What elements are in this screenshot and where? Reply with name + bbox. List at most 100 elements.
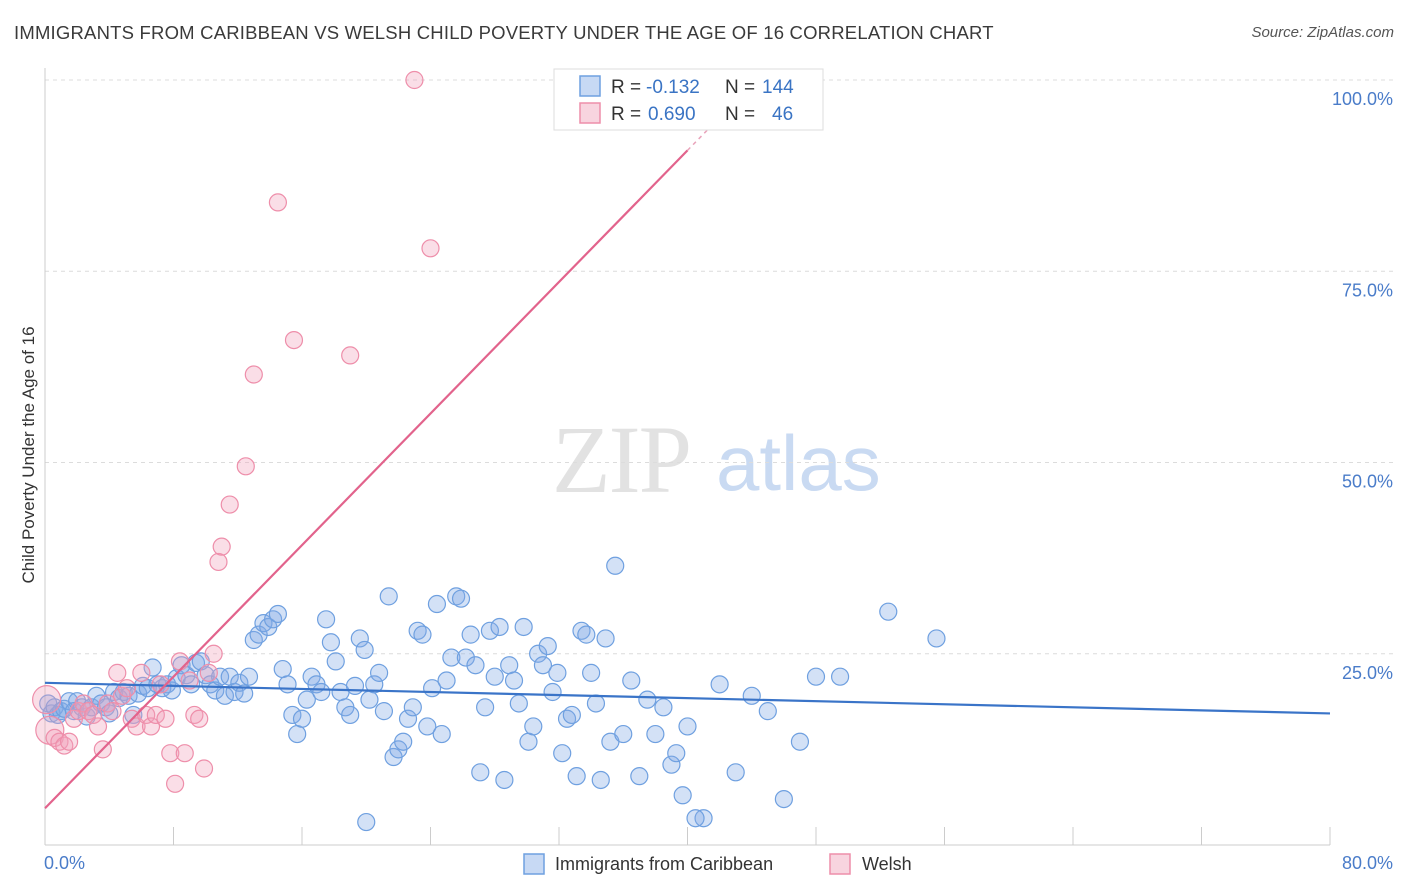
point-welsh — [212, 537, 231, 556]
point-welsh — [117, 679, 137, 698]
point-caribbean — [774, 789, 793, 809]
point-caribbean — [646, 724, 665, 744]
point-caribbean — [437, 671, 456, 690]
point-caribbean — [476, 698, 495, 717]
point-caribbean — [495, 770, 514, 790]
point-caribbean — [360, 690, 379, 709]
point-caribbean — [548, 663, 567, 682]
point-welsh — [194, 759, 214, 778]
point-caribbean — [297, 690, 316, 709]
chart-title: IMMIGRANTS FROM CARIBBEAN VS WELSH CHILD… — [14, 22, 994, 43]
point-caribbean — [357, 812, 376, 832]
point-caribbean — [591, 770, 610, 790]
point-caribbean — [758, 702, 777, 721]
point-welsh — [204, 644, 223, 663]
point-caribbean — [466, 656, 485, 675]
point-caribbean — [577, 625, 596, 644]
x-tick-label-max: 80.0% — [1342, 853, 1393, 873]
bottom-legend-label-pink: Welsh — [862, 854, 912, 874]
point-caribbean — [292, 709, 312, 728]
point-caribbean — [490, 617, 509, 637]
point-caribbean — [394, 732, 413, 751]
gridlines — [45, 79, 1395, 655]
point-welsh — [32, 685, 62, 715]
point-welsh — [199, 663, 218, 682]
point-caribbean — [596, 629, 615, 648]
point-caribbean — [143, 658, 162, 677]
point-welsh — [137, 705, 156, 725]
point-caribbean — [447, 587, 466, 606]
point-caribbean — [638, 690, 657, 709]
point-caribbean — [244, 630, 263, 650]
point-caribbean — [365, 675, 384, 694]
point-caribbean — [582, 663, 601, 682]
point-caribbean — [326, 652, 345, 671]
legend-r-label-2: R = — [611, 104, 641, 125]
legend-swatch-blue — [579, 75, 601, 97]
point-welsh — [141, 717, 161, 736]
point-welsh — [268, 193, 288, 212]
point-caribbean — [432, 724, 451, 744]
bottom-legend-label-blue: Immigrants from Caribbean — [555, 854, 773, 874]
point-welsh — [190, 709, 209, 728]
point-caribbean — [538, 636, 557, 656]
point-caribbean — [543, 682, 562, 702]
bottom-legend: Immigrants from Caribbean Welsh — [523, 853, 912, 875]
point-caribbean — [471, 763, 490, 782]
point-caribbean — [654, 698, 673, 717]
point-welsh — [341, 346, 360, 365]
point-caribbean — [662, 755, 681, 774]
point-caribbean — [726, 763, 745, 782]
y-tick-label-75: 75.0% — [1342, 280, 1393, 300]
point-caribbean — [553, 744, 572, 763]
point-welsh — [175, 744, 194, 763]
point-caribbean — [235, 684, 254, 703]
x-tick-label-min: 0.0% — [44, 853, 85, 873]
point-caribbean — [374, 702, 394, 721]
point-caribbean — [370, 663, 389, 682]
point-caribbean — [509, 694, 528, 713]
point-welsh — [84, 705, 103, 725]
point-welsh — [132, 663, 151, 682]
bottom-legend-swatch-blue — [523, 853, 545, 875]
point-caribbean — [686, 809, 705, 828]
point-caribbean — [418, 717, 437, 736]
trend-lines — [44, 116, 1331, 810]
point-caribbean — [288, 724, 307, 744]
legend-swatch-pink — [579, 102, 601, 124]
point-caribbean — [504, 671, 524, 690]
point-welsh — [244, 365, 263, 384]
legend-n-value-1: 144 — [762, 77, 794, 98]
point-caribbean — [622, 671, 641, 690]
point-caribbean — [345, 676, 365, 695]
point-caribbean — [710, 675, 729, 694]
bottom-legend-swatch-pink — [829, 853, 851, 875]
point-caribbean — [196, 666, 215, 685]
point-caribbean — [524, 717, 543, 736]
trend-line-caribbean — [44, 681, 1331, 715]
point-caribbean — [519, 732, 538, 751]
point-caribbean — [379, 587, 398, 606]
point-caribbean — [606, 556, 625, 575]
point-welsh — [236, 457, 255, 476]
point-caribbean — [830, 667, 850, 686]
point-caribbean — [442, 648, 461, 667]
point-caribbean — [427, 594, 447, 614]
point-caribbean — [562, 705, 581, 725]
point-caribbean — [451, 589, 471, 608]
legend-n-value-2: 46 — [772, 104, 793, 125]
point-welsh — [146, 705, 165, 725]
point-caribbean — [413, 625, 432, 644]
point-caribbean — [667, 744, 686, 763]
legend-n-label-2: N = — [725, 104, 755, 125]
point-welsh — [405, 70, 424, 90]
legend-box: R = -0.132 N = 144 R = 0.690 N = 46 — [553, 68, 824, 131]
point-caribbean — [350, 629, 369, 648]
point-caribbean — [268, 604, 288, 624]
point-welsh — [103, 702, 122, 721]
point-caribbean — [312, 682, 331, 702]
point-caribbean — [278, 675, 297, 694]
point-welsh — [161, 744, 180, 763]
trend-line-welsh — [44, 149, 689, 810]
